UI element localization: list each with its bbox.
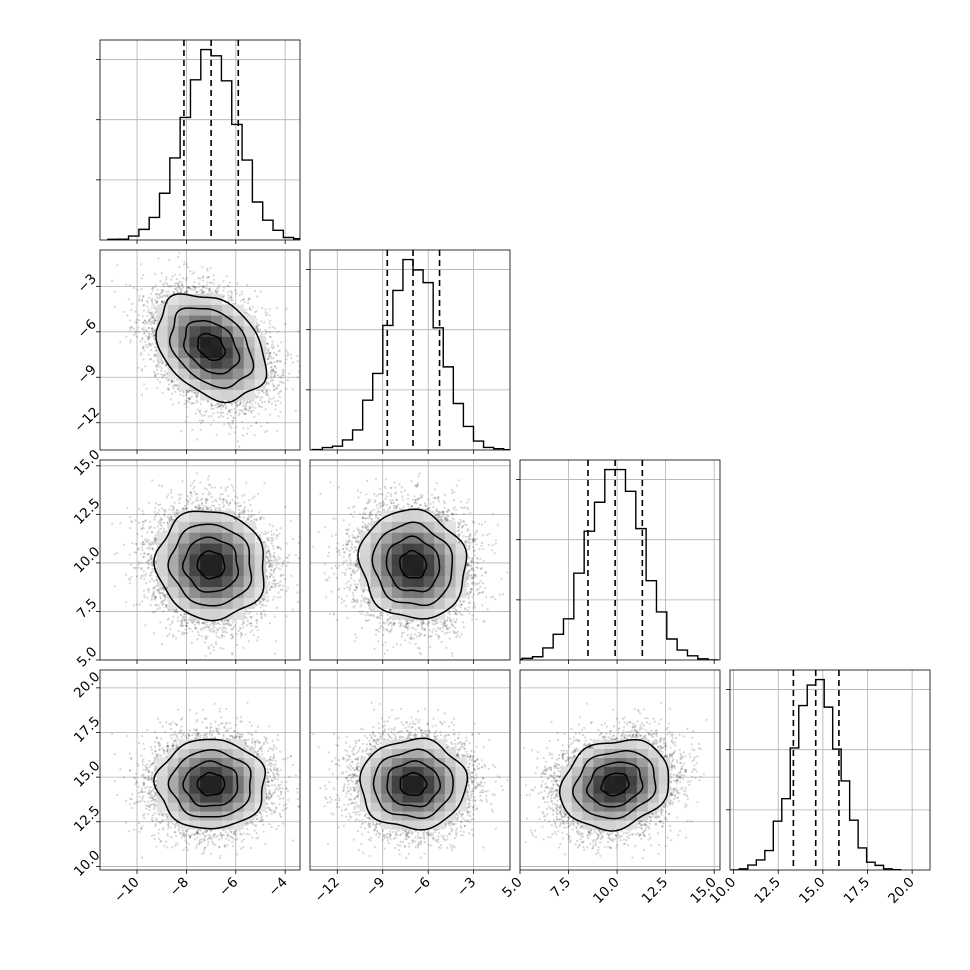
contour-level-1 — [196, 550, 226, 580]
contour-level-1 — [196, 332, 227, 362]
contour-level-4 — [153, 738, 267, 830]
panel-frame — [519, 459, 721, 661]
histogram-panel-3 — [516, 459, 721, 664]
x-tick-label: −8 — [167, 874, 192, 899]
contour-level-4 — [153, 510, 265, 622]
y-tick-label: 15.0 — [71, 758, 104, 791]
contour-level-4 — [558, 738, 670, 832]
x-tick-label: −3 — [454, 874, 479, 899]
panel-content — [520, 670, 720, 870]
panel-content — [100, 250, 300, 450]
contour-level-3 — [371, 521, 454, 607]
scatter-panel-4-3 — [519, 669, 721, 874]
scatter-panel-3-2 — [309, 459, 511, 664]
y-tick-label: 5.0 — [74, 644, 101, 671]
panel-frame — [99, 669, 301, 871]
y-tick-label: −12 — [71, 404, 102, 435]
panel-frame — [729, 669, 931, 871]
scatter-panel-4-1 — [96, 669, 301, 874]
panel-frame — [309, 669, 511, 871]
contour-level-3 — [572, 750, 657, 820]
y-tick-label: 12.5 — [71, 495, 104, 528]
contour-level-3 — [167, 749, 252, 818]
x-tick-label: 7.5 — [548, 874, 575, 901]
x-tick-label: 12.5 — [639, 874, 672, 907]
x-tick-label: −9 — [363, 874, 388, 899]
contour-level-1 — [600, 772, 630, 797]
y-tick-label: 10.0 — [71, 544, 104, 577]
x-tick-label: −6 — [408, 874, 433, 899]
contour-level-4 — [357, 508, 468, 620]
x-tick-label: −6 — [216, 874, 241, 899]
panel-content — [310, 670, 510, 870]
density-squares — [156, 293, 266, 401]
contour-level-1 — [399, 549, 428, 579]
panel-content — [100, 460, 300, 660]
panel-content — [100, 670, 300, 870]
contour-level-3 — [372, 748, 454, 820]
y-tick-label: 17.5 — [71, 713, 104, 746]
contour-level-2 — [385, 535, 441, 593]
y-tick-label: −9 — [74, 362, 99, 387]
y-tick-label: −6 — [74, 316, 99, 341]
x-tick-label: −4 — [265, 874, 290, 899]
histogram-panel-2 — [306, 249, 511, 454]
y-tick-label: 20.0 — [71, 669, 104, 702]
x-tick-label: 20.0 — [885, 874, 918, 907]
y-tick-label: 10.0 — [71, 847, 104, 880]
panel-content — [310, 460, 510, 660]
x-tick-label: 10.0 — [590, 874, 623, 907]
contour-level-4 — [155, 293, 268, 404]
panel-frame — [99, 39, 301, 241]
scatter-panel-2-1 — [96, 249, 301, 454]
contour-level-1 — [196, 771, 226, 797]
histogram-panel-1 — [96, 39, 301, 244]
panel-frame — [309, 459, 511, 661]
x-tick-label: 17.5 — [841, 874, 874, 907]
x-tick-label: 15.0 — [796, 874, 829, 907]
y-tick-label: −3 — [74, 271, 99, 296]
contour-level-2 — [183, 320, 241, 375]
contour-level-2 — [586, 761, 644, 808]
x-tick-label: 12.5 — [751, 874, 784, 907]
histogram-step — [520, 468, 719, 660]
contour-level-1 — [399, 771, 428, 796]
y-tick-label: 12.5 — [71, 803, 104, 836]
contour-level-4 — [359, 737, 469, 831]
x-tick-label: −12 — [311, 874, 342, 905]
panel-frame — [519, 669, 721, 871]
y-tick-label: 15.0 — [71, 447, 104, 480]
x-tick-label: −10 — [111, 874, 142, 905]
scatter-panel-4-2 — [309, 669, 511, 874]
density-squares — [360, 510, 467, 620]
y-tick-label: 7.5 — [74, 595, 101, 622]
contour-level-2 — [386, 760, 442, 808]
contour-level-2 — [182, 760, 239, 808]
density-squares — [156, 510, 266, 620]
x-tick-label: 5.0 — [499, 874, 526, 901]
contour-level-3 — [168, 307, 255, 389]
scatter-panel-3-1 — [96, 459, 301, 664]
panel-frame — [99, 249, 301, 451]
histogram-step — [730, 678, 902, 870]
contour-level-2 — [181, 536, 240, 593]
panel-frame — [99, 459, 301, 661]
panel-frame — [309, 249, 511, 451]
density-squares — [360, 739, 467, 830]
contour-level-3 — [167, 523, 253, 607]
histogram-panel-4 — [726, 669, 931, 874]
panels — [96, 39, 931, 874]
